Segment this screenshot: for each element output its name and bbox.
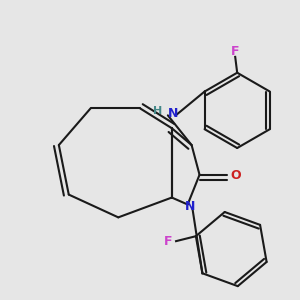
Text: H: H (153, 106, 163, 116)
Text: N: N (168, 107, 178, 120)
Text: F: F (164, 235, 172, 248)
Text: F: F (231, 45, 239, 58)
Text: N: N (184, 200, 195, 213)
Text: O: O (230, 169, 241, 182)
